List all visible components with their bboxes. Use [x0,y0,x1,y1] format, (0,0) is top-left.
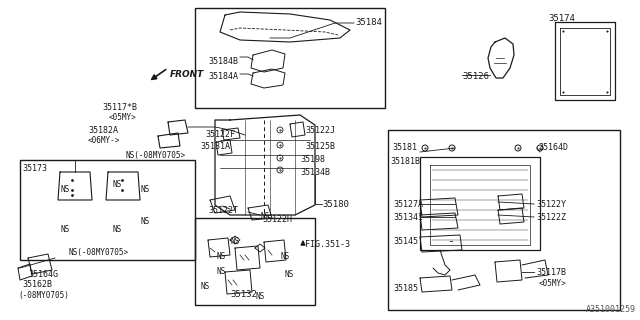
Text: NS: NS [112,225,121,234]
Text: <05MY>: <05MY> [109,113,137,122]
Text: NS: NS [112,180,121,189]
Text: 35122Y: 35122Y [536,200,566,209]
Text: 35131A: 35131A [200,142,230,151]
Text: 35162B: 35162B [22,280,52,289]
Text: 35117B: 35117B [536,268,566,277]
Text: 35185: 35185 [393,284,418,293]
Text: NS(-08MY0705>: NS(-08MY0705> [68,248,128,257]
Text: 35117*B: 35117*B [102,103,137,112]
Text: 35126: 35126 [462,72,489,81]
Text: 35173: 35173 [22,164,47,173]
Text: NS: NS [230,237,239,246]
Text: 35164D: 35164D [538,143,568,152]
Bar [195,218,315,305]
Bar [388,130,620,310]
Bar [195,8,385,108]
Text: 35122J: 35122J [305,126,335,135]
Text: FRONT: FRONT [170,69,204,78]
Text: 35181B: 35181B [390,157,420,166]
Text: NS: NS [140,217,149,226]
Text: NS: NS [60,185,69,194]
Text: FIG.351-3: FIG.351-3 [305,240,350,249]
Text: 35184A: 35184A [208,72,238,81]
Text: <06MY->: <06MY-> [88,136,120,145]
Text: 35122Z: 35122Z [536,213,566,222]
Text: 35184: 35184 [355,18,382,27]
Text: NS: NS [140,185,149,194]
Text: NS: NS [260,212,269,221]
Text: NS: NS [216,252,225,261]
Text: 35132: 35132 [230,290,257,299]
Bar [20,160,195,260]
Text: 35164G: 35164G [28,270,58,279]
Text: NS: NS [280,252,289,261]
Text: NS: NS [200,282,209,291]
Text: 35125B: 35125B [305,142,335,151]
Text: NS(-08MY0705>: NS(-08MY0705> [125,151,185,160]
Text: 35181: 35181 [392,143,417,152]
Text: 35174: 35174 [548,14,575,23]
Text: <05MY>: <05MY> [539,279,567,288]
Text: NS: NS [216,267,225,276]
Text: (-08MY0705): (-08MY0705) [18,291,69,300]
Text: 35182A: 35182A [88,126,118,135]
Text: 35180: 35180 [322,200,349,209]
Text: 35122H: 35122H [262,215,292,224]
Text: 35134B: 35134B [300,168,330,177]
Text: 35122T: 35122T [208,206,238,215]
Text: 35145: 35145 [393,237,418,246]
Text: 35122F: 35122F [205,130,235,139]
Text: 35198: 35198 [300,155,325,164]
Text: 35134I: 35134I [393,213,423,222]
Text: NS: NS [255,292,264,301]
Text: 35184B: 35184B [208,57,238,66]
Text: NS: NS [60,225,69,234]
Text: NS: NS [284,270,293,279]
Text: 35127A: 35127A [393,200,423,209]
Text: A351001259: A351001259 [586,305,636,314]
